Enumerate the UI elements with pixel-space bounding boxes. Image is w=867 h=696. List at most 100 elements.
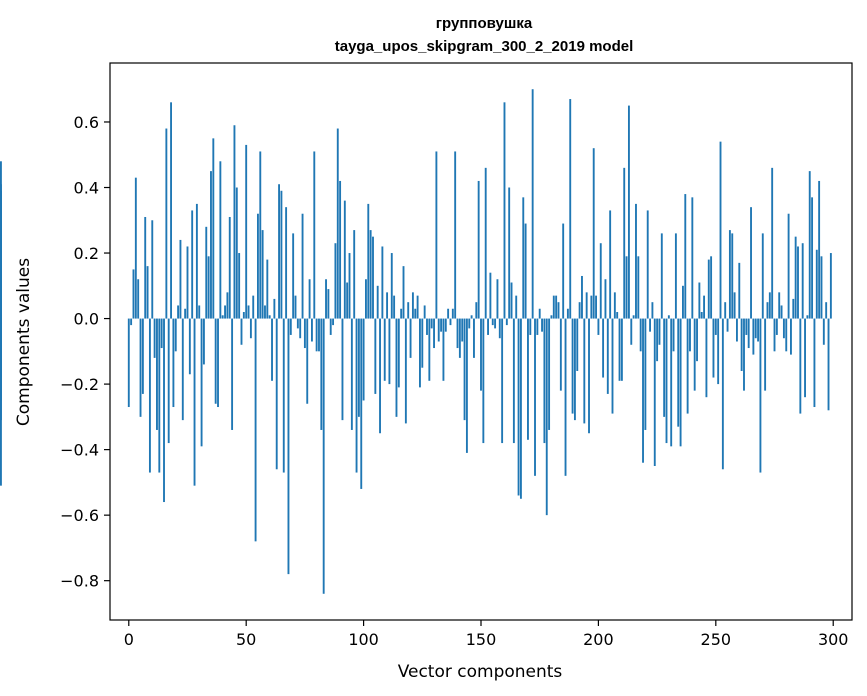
bar-221 — [646, 210, 649, 319]
bar-234 — [677, 318, 680, 427]
bar-154 — [489, 272, 492, 319]
bar-144 — [465, 318, 468, 453]
x-tick-label: 150 — [466, 630, 497, 649]
bar-75 — [303, 318, 306, 349]
bar-174 — [536, 318, 539, 335]
bar-258 — [733, 292, 736, 319]
bar-283 — [792, 298, 795, 319]
bar-26 — [188, 318, 191, 375]
bar-29 — [195, 203, 198, 319]
y-tick-label: −0.2 — [60, 375, 99, 394]
bar-183 — [557, 302, 560, 319]
bar-83 — [322, 318, 325, 594]
bar-110 — [386, 292, 389, 319]
bar-3 — [134, 177, 137, 319]
bar-47 — [238, 253, 241, 319]
bar-60 — [268, 315, 271, 319]
bar-217 — [637, 256, 640, 319]
bar-197 — [590, 295, 593, 319]
bar-161 — [505, 318, 508, 326]
bar-116 — [400, 308, 403, 319]
bar-152 — [484, 167, 487, 319]
x-tick-label: 200 — [583, 630, 614, 649]
bar-267 — [754, 318, 757, 339]
bar-67 — [285, 207, 288, 319]
bar-117 — [402, 266, 405, 319]
bar-260 — [738, 262, 741, 319]
bar-88 — [334, 243, 337, 319]
bar-222 — [649, 318, 651, 332]
bar-42 — [226, 292, 229, 319]
bar-4 — [137, 279, 140, 319]
bar-263 — [745, 318, 748, 335]
bar-43 — [228, 216, 231, 319]
bar-51 — [247, 305, 250, 319]
bar-313 — [0, 318, 2, 486]
plot-frame — [109, 62, 853, 621]
bar-138 — [451, 308, 454, 319]
bar-273 — [768, 292, 771, 319]
bar-130 — [433, 318, 435, 349]
bar-9 — [148, 318, 151, 473]
bar-282 — [790, 318, 792, 355]
bar-276 — [775, 318, 778, 335]
bar-271 — [764, 318, 767, 391]
bar-191 — [576, 318, 579, 371]
x-tick-label: 250 — [701, 630, 732, 649]
y-tick-label: −0.8 — [60, 572, 99, 591]
bar-36 — [212, 138, 215, 319]
bar-246 — [705, 318, 708, 398]
bar-226 — [658, 318, 661, 345]
bar-251 — [717, 318, 720, 385]
bar-173 — [534, 318, 536, 476]
bar-23 — [181, 318, 184, 421]
bar-159 — [501, 318, 504, 444]
bar-10 — [151, 220, 154, 319]
bar-204 — [606, 318, 609, 394]
bar-190 — [573, 318, 576, 421]
bar-71 — [294, 295, 297, 319]
bar-241 — [693, 318, 696, 391]
bar-57 — [261, 230, 264, 319]
bar-257 — [731, 233, 734, 319]
bar-224 — [653, 318, 656, 466]
bar-33 — [205, 226, 208, 319]
bar-209 — [618, 318, 621, 381]
bar-115 — [397, 318, 400, 388]
bar-100 — [362, 318, 365, 401]
bar-96 — [353, 230, 356, 319]
bar-107 — [379, 318, 381, 434]
bar-184 — [559, 318, 562, 391]
bar-207 — [613, 292, 616, 319]
bar-146 — [470, 315, 473, 319]
bar-27 — [191, 210, 194, 319]
bar-206 — [611, 318, 614, 414]
bar-31 — [200, 318, 203, 447]
bar-16 — [165, 128, 168, 319]
bar-64 — [278, 184, 280, 319]
bar-284 — [794, 236, 797, 319]
bar-5 — [139, 318, 142, 417]
bar-279 — [782, 318, 785, 339]
bar-86 — [329, 318, 332, 335]
bar-62 — [273, 298, 276, 319]
bar-137 — [449, 318, 452, 326]
bar-229 — [665, 318, 668, 444]
bar-69 — [289, 318, 292, 335]
bar-97 — [355, 318, 358, 473]
bar-92 — [343, 200, 346, 319]
bar-181 — [552, 295, 555, 319]
bar-245 — [703, 295, 706, 319]
bar-238 — [686, 318, 689, 414]
bar-129 — [430, 318, 433, 329]
bar-151 — [482, 318, 485, 444]
bar-247 — [707, 259, 710, 319]
bar-252 — [719, 141, 722, 319]
bar-277 — [778, 292, 781, 319]
bar-68 — [287, 318, 290, 575]
bar-164 — [512, 318, 515, 444]
bar-160 — [503, 102, 506, 319]
bar-46 — [235, 187, 238, 319]
bar-122 — [414, 308, 417, 319]
bar-114 — [395, 318, 398, 417]
